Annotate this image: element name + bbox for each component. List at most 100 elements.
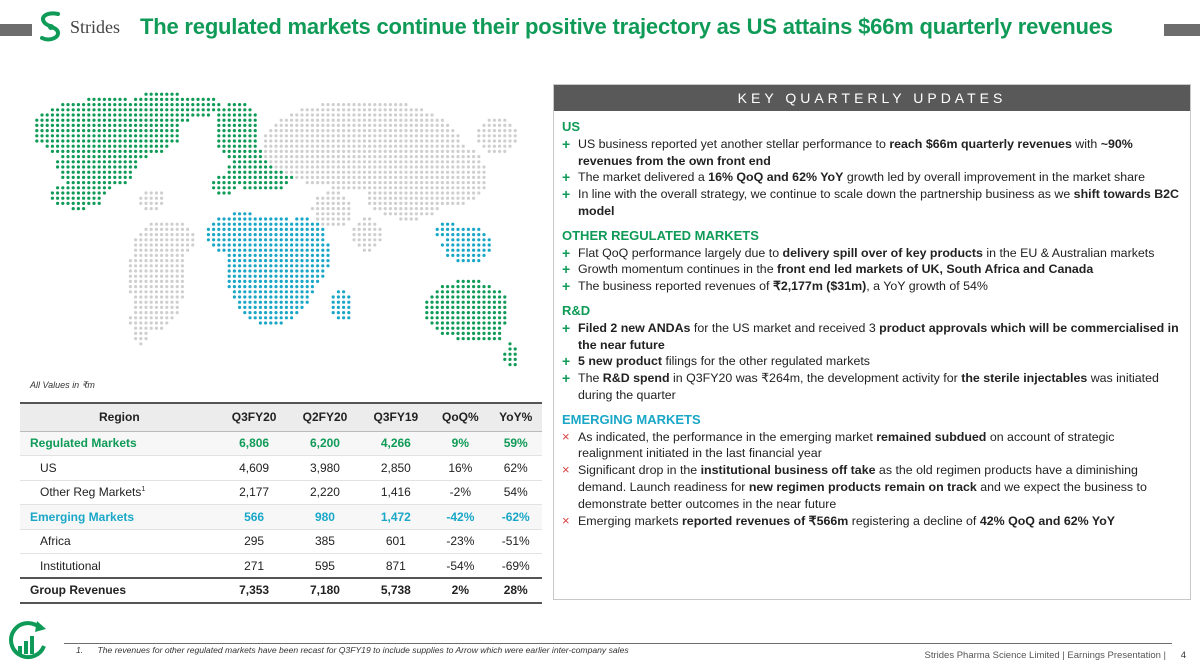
table-cell: 595: [289, 553, 361, 579]
header-bar-left: [0, 24, 32, 36]
update-text-bold: 42% QoQ and 62% YoY: [979, 513, 1116, 528]
plus-icon: +: [562, 319, 571, 336]
row-label: Institutional: [20, 553, 219, 579]
plus-icon: +: [562, 135, 571, 152]
table-cell: 385: [289, 529, 361, 554]
update-item: + In line with the overall strategy, we c…: [562, 186, 1180, 220]
row-label: Emerging Markets: [20, 504, 219, 530]
update-text-bold: reported revenues of ₹566m: [681, 513, 849, 528]
table-cell: 5,738: [360, 577, 432, 604]
update-item: + Filed 2 new ANDAs for the US market and…: [562, 320, 1180, 354]
col-header: YoY%: [489, 402, 542, 432]
section-title-us: US: [562, 119, 581, 134]
col-header: Q3FY19: [360, 402, 432, 432]
table-row: Other Reg Markets1 2,177 2,220 1,416 -2% 54%: [20, 480, 542, 505]
update-text-bold: front end led markets of UK, South Afric…: [777, 262, 1094, 277]
revenue-table: Region Q3FY20 Q2FY20 Q3FY19 QoQ% YoY% Re…: [20, 402, 542, 604]
update-text: Significant drop in the institutional bu…: [578, 462, 1180, 512]
update-text-plain: on account of strategic realignment init…: [578, 429, 1115, 461]
update-text-plain: with: [1071, 136, 1101, 151]
footnote-number: 1.: [76, 645, 84, 655]
footnote-marker: 1: [141, 486, 146, 494]
update-item: + Flat QoQ performance largely due to del…: [562, 245, 1180, 262]
table-cell: 6,806: [218, 431, 290, 456]
update-text-plain: The business reported revenues of: [578, 279, 773, 294]
plus-icon: +: [562, 261, 571, 278]
row-label: Other Reg Markets1: [20, 480, 219, 505]
key-updates-heading: KEY QUARTERLY UPDATES: [554, 85, 1190, 111]
table-cell: -51%: [489, 529, 542, 554]
row-label-text: Group Revenues: [30, 583, 127, 598]
table-cell: 1,416: [360, 480, 432, 505]
table-cell: 3,980: [289, 455, 361, 481]
recycle-chart-icon: [4, 618, 50, 669]
update-text-bold: shift towards B2C model: [578, 187, 1180, 218]
table-cell: 7,353: [218, 577, 290, 604]
col-header: QoQ%: [431, 402, 490, 432]
update-item: +5 new product filings for the other reg…: [562, 353, 1180, 370]
table-cell: -69%: [489, 553, 542, 579]
table-cell: 2,177: [218, 480, 290, 505]
update-text-bold: 16% QoQ and 62% YoY: [708, 170, 844, 185]
header-bar-right: [1164, 24, 1200, 36]
page-title: The regulated markets continue their pos…: [140, 14, 1113, 39]
update-item: × Emerging markets reported revenues of ₹…: [562, 513, 1180, 530]
update-item: + Growth momentum continues in the front …: [562, 261, 1180, 278]
plus-icon: +: [562, 370, 571, 387]
table-row: Emerging Markets 566 980 1,472 -42% -62%: [20, 504, 542, 530]
update-text: Growth momentum continues in the front e…: [578, 261, 1093, 278]
update-text: As indicated, the performance in the eme…: [578, 429, 1180, 463]
update-text-plain: registering a decline of: [848, 513, 980, 528]
update-text: US business reported yet another stellar…: [578, 136, 1180, 170]
update-text-plain: in Q3FY20 was ₹264m, the development act…: [669, 371, 962, 386]
table-cell: 2,220: [289, 480, 361, 505]
table-row: Group Revenues 7,353 7,180 5,738 2% 28%: [20, 577, 542, 604]
update-text-bold: Filed 2 new ANDAs: [578, 320, 691, 335]
footer-divider: [64, 643, 1172, 644]
update-text: The business reported revenues of ₹2,177…: [578, 278, 988, 295]
update-item: × Significant drop in the institutional b…: [562, 462, 1180, 512]
table-cell: 59%: [489, 431, 542, 456]
update-text-bold: reach $66m quarterly revenues: [889, 136, 1072, 151]
update-text-bold: product approvals which will be commerci…: [578, 320, 1179, 352]
table-cell: 9%: [431, 431, 490, 456]
update-text-plain: As indicated, the performance in the eme…: [578, 429, 877, 444]
table-cell: -2%: [431, 480, 490, 505]
key-updates-panel: KEY QUARTERLY UPDATES US + US business rep…: [553, 84, 1191, 600]
section-title-orm: OTHER REGULATED MARKETS: [562, 227, 759, 243]
table-cell: -23%: [431, 529, 490, 554]
footnote: 1. The revenues for other regulated mark…: [76, 645, 629, 655]
update-text-plain: filings for the other regulated markets: [662, 354, 870, 369]
update-text-plain: was initiated during the quarter: [578, 371, 1159, 402]
update-text-plain: Flat QoQ performance largely due to: [578, 245, 783, 260]
row-label: US: [20, 455, 219, 481]
update-text-plain: in the EU & Australian markets: [982, 245, 1155, 260]
col-header: Q3FY20: [218, 402, 290, 432]
update-text-plain: as the old regimen products have a dimin…: [578, 463, 1138, 494]
update-text-plain: In line with the overall strategy, we co…: [578, 187, 1074, 202]
col-header: Region: [20, 402, 219, 432]
update-text-bold: ₹2,177m ($31m): [772, 279, 867, 294]
page-number: 4: [1180, 650, 1186, 661]
row-label-text: Institutional: [40, 558, 101, 573]
table-cell: 2,850: [360, 455, 432, 481]
table-cell: 7,180: [289, 577, 361, 604]
row-label-text: Emerging Markets: [30, 509, 135, 524]
update-text-bold: remained subdued: [876, 429, 987, 444]
plus-icon: +: [562, 353, 571, 370]
update-text: The market delivered a 16% QoQ and 62% Y…: [578, 169, 1145, 186]
table-cell: -62%: [489, 504, 542, 530]
update-text-bold: delivery spill over of key products: [782, 245, 983, 260]
footnote-text: The revenues for other regulated markets…: [97, 645, 629, 655]
update-text-bold: new regimen products remain on track: [748, 479, 977, 494]
plus-icon: +: [562, 278, 571, 295]
update-text-bold: the sterile injectables: [961, 371, 1088, 386]
world-map-icon: [35, 92, 517, 367]
table-cell: 4,609: [218, 455, 290, 481]
update-text-plain: US business reported yet another stellar…: [578, 136, 890, 151]
row-label-text: Africa: [40, 534, 71, 549]
cross-icon: ×: [562, 462, 570, 478]
cross-icon: ×: [562, 512, 570, 528]
table-cell: 295: [218, 529, 290, 554]
row-label-text: Other Reg Markets: [40, 485, 142, 500]
